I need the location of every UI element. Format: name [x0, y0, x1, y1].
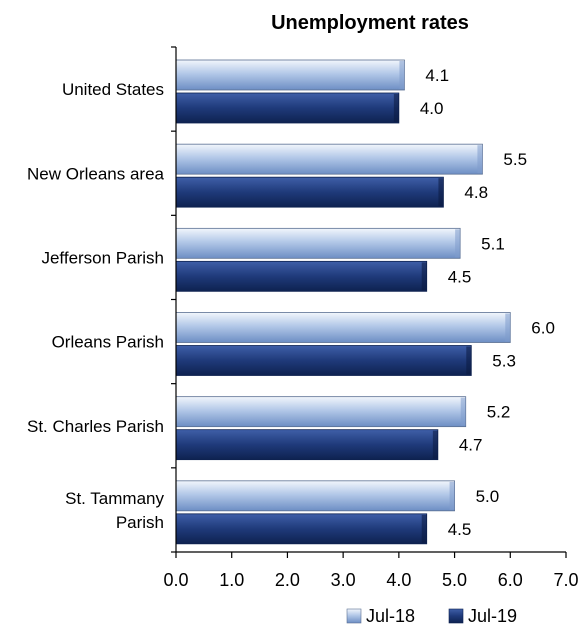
x-tick-label: 6.0 [498, 570, 523, 590]
bar-end-cap [432, 430, 438, 459]
category-label: New Orleans area [27, 164, 165, 183]
data-label: 5.5 [503, 150, 527, 169]
bar-end-cap [455, 229, 461, 258]
legend: Jul-18 Jul-19 [346, 606, 517, 626]
legend-swatch-jul-18 [346, 608, 362, 624]
data-label: 4.1 [425, 66, 449, 85]
bar-end-cap [421, 262, 427, 291]
bar-end-cap [466, 346, 472, 375]
bar-end-cap [460, 397, 466, 426]
bar-end-cap [505, 313, 511, 342]
bar-end-cap [477, 145, 483, 174]
data-label: 5.1 [481, 234, 505, 253]
legend-swatch-jul-19 [448, 608, 464, 624]
data-label: 5.2 [487, 403, 511, 422]
bar-jul-19 [175, 92, 400, 124]
data-label: 4.5 [448, 267, 472, 286]
bar-end-cap [421, 514, 427, 543]
bar-jul-18 [175, 312, 511, 343]
x-tick-label: 3.0 [331, 570, 356, 590]
x-tick-label: 2.0 [275, 570, 300, 590]
bar-jul-19 [175, 513, 428, 545]
bar-jul-18 [175, 143, 483, 175]
x-tick-label: 5.0 [442, 570, 467, 590]
bar-end-cap [393, 94, 399, 122]
category-label: St. Charles Parish [27, 417, 164, 436]
bar-jul-18 [175, 480, 455, 512]
data-label: 4.5 [448, 520, 472, 539]
bar-jul-18 [175, 59, 405, 91]
category-label: Parish [116, 513, 164, 532]
data-label: 6.0 [531, 319, 555, 338]
category-label: Orleans Parish [52, 333, 164, 352]
data-label: 4.0 [420, 99, 444, 118]
data-label: 4.7 [459, 436, 483, 455]
bar-end-cap [399, 61, 405, 89]
bar-end-cap [449, 481, 455, 510]
data-label: 5.0 [476, 487, 500, 506]
category-label: United States [62, 80, 164, 99]
category-label: St. Tammany [65, 489, 164, 508]
bar-jul-18 [175, 396, 467, 428]
x-tick-label: 0.0 [163, 570, 188, 590]
bar-jul-18 [175, 227, 461, 259]
bar-jul-19 [175, 429, 439, 461]
legend-label-jul-19: Jul-19 [468, 606, 517, 626]
legend-label-jul-18: Jul-18 [366, 606, 415, 626]
bar-end-cap [438, 178, 444, 207]
data-label: 5.3 [492, 352, 516, 371]
category-label: Jefferson Parish [41, 248, 164, 267]
x-tick-label: 4.0 [386, 570, 411, 590]
chart-title: Unemployment rates [271, 12, 469, 34]
x-tick-label: 1.0 [219, 570, 244, 590]
bar-jul-19 [175, 176, 444, 208]
data-label: 4.8 [464, 183, 488, 202]
bar-jul-19 [175, 260, 428, 292]
bar-jul-19 [175, 345, 472, 376]
x-tick-label: 7.0 [553, 570, 578, 590]
